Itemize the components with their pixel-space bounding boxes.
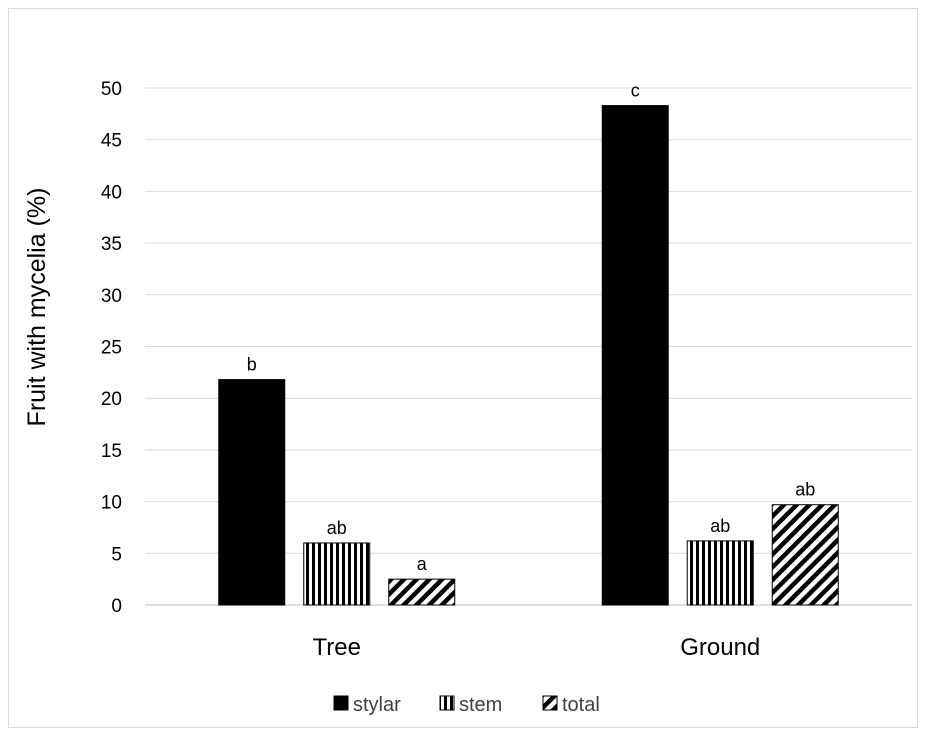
bars (218, 105, 839, 606)
data-label: ab (710, 516, 730, 536)
chart-frame (8, 8, 918, 728)
y-tick-label: 40 (101, 182, 122, 203)
bar-total (771, 504, 839, 606)
data-label: ab (795, 480, 815, 500)
legend-label: total (562, 694, 600, 716)
y-tick-label: 25 (101, 338, 122, 359)
legend: stylar stem total (333, 694, 600, 716)
legend-swatch-stem (439, 695, 455, 711)
bar-total (388, 578, 456, 606)
y-axis-ticks: 0 5 10 15 20 25 30 35 40 45 50 (101, 79, 122, 617)
y-tick-label: 10 (101, 493, 122, 514)
y-tick-label: 45 (101, 131, 122, 152)
legend-label: stylar (353, 694, 401, 716)
y-axis-label: Fruit with mycelia (%) (23, 188, 51, 427)
bar-stem (686, 540, 754, 606)
legend-swatch-stylar (333, 695, 349, 711)
y-tick-label: 20 (101, 389, 122, 410)
legend-swatch-total (542, 695, 558, 711)
data-labels: b ab a c ab ab (247, 81, 816, 575)
bar-stem (303, 542, 371, 606)
y-tick-label: 35 (101, 234, 122, 255)
y-tick-label: 5 (111, 544, 122, 565)
data-label: ab (327, 518, 347, 538)
legend-label: stem (459, 694, 502, 716)
y-tick-label: 50 (101, 79, 122, 100)
data-label: a (417, 554, 428, 574)
x-tick-label: Ground (680, 634, 760, 661)
bar-stylar (601, 105, 669, 606)
y-tick-label: 15 (101, 441, 122, 462)
bar-stylar (218, 379, 286, 606)
data-label: b (247, 355, 257, 375)
data-label: c (631, 81, 640, 101)
x-axis-categories: Tree Ground (313, 634, 761, 661)
x-tick-label: Tree (313, 634, 361, 661)
y-tick-label: 30 (101, 286, 122, 307)
y-tick-label: 0 (111, 596, 122, 617)
